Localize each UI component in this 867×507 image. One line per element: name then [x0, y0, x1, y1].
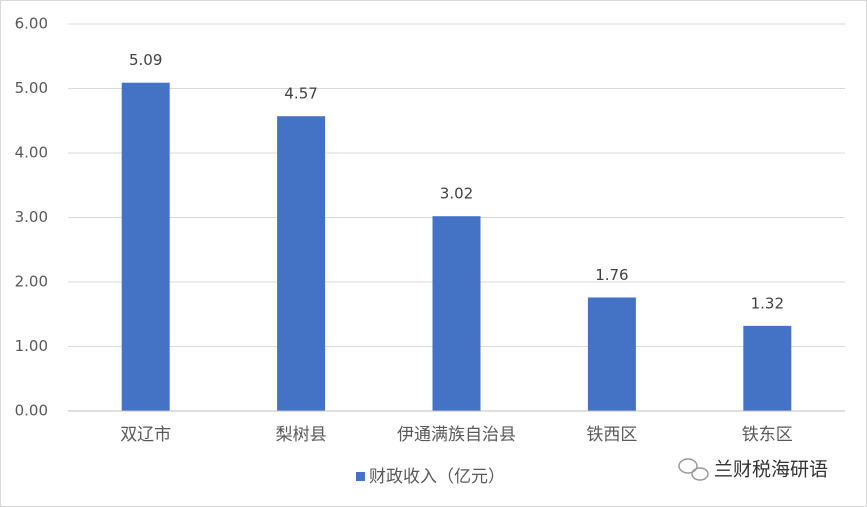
- y-tick-label: 2.00: [15, 273, 48, 291]
- bar: [277, 116, 326, 412]
- bar: [121, 82, 170, 411]
- y-tick-label: 1.00: [15, 337, 48, 355]
- x-tick-label: 铁西区: [586, 425, 637, 445]
- data-label: 3.02: [440, 185, 473, 203]
- legend-label: 财政收入（亿元）: [369, 467, 505, 487]
- y-tick-label: 3.00: [15, 208, 48, 226]
- data-label: 1.32: [751, 294, 784, 312]
- data-label: 5.09: [129, 51, 162, 69]
- x-tick-label: 双辽市: [120, 425, 171, 445]
- bar: [587, 297, 636, 411]
- watermark: 兰财税海研语: [714, 459, 828, 481]
- bar: [432, 216, 481, 411]
- x-tick-label: 梨树县: [276, 425, 327, 445]
- x-tick-label: 伊通满族自治县: [397, 425, 516, 445]
- bar: [743, 325, 792, 411]
- watermark-icon: [678, 458, 709, 481]
- data-label: 4.57: [284, 85, 317, 103]
- x-tick-label: 铁东区: [742, 425, 793, 445]
- y-tick-label: 6.00: [15, 15, 48, 33]
- y-tick-label: 4.00: [15, 144, 48, 162]
- data-label: 1.76: [595, 266, 628, 284]
- y-tick-label: 0.00: [15, 402, 48, 420]
- y-tick-label: 5.00: [15, 79, 48, 97]
- legend-swatch: [356, 472, 365, 481]
